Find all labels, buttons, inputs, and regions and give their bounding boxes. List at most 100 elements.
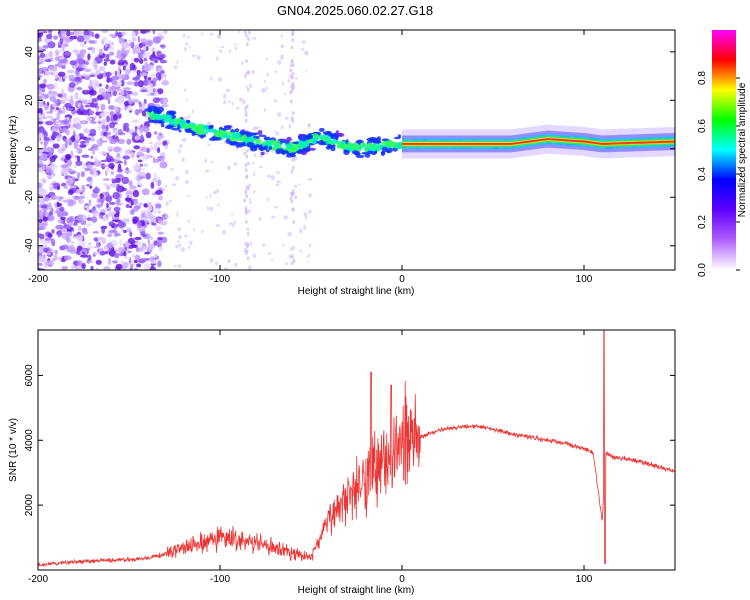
noise-speckle	[247, 265, 253, 270]
noise-speckle	[223, 267, 229, 270]
noise-speckle	[155, 67, 159, 72]
noise-speckle	[136, 246, 139, 253]
noise-speckle	[61, 182, 67, 187]
noise-speckle	[137, 247, 144, 252]
noise-speckle	[129, 205, 132, 209]
noise-speckle	[133, 259, 138, 264]
colorbar-ticks: 0.0 0.2 0.4 0.6 0.8	[697, 71, 740, 277]
noise-speckle	[233, 220, 236, 225]
x-tick-label: 0	[399, 574, 405, 585]
noise-speckle	[109, 33, 114, 37]
noise-speckle	[146, 30, 151, 33]
noise-speckle	[267, 174, 272, 178]
noise-streak	[291, 32, 294, 37]
noise-speckle	[187, 219, 190, 223]
ridge-blob	[160, 123, 165, 128]
noise-speckle	[46, 111, 51, 114]
noise-speckle	[63, 185, 68, 189]
noise-speckle	[87, 53, 91, 60]
noise-speckle	[105, 195, 113, 203]
noise-speckle	[77, 225, 82, 232]
noise-speckle	[57, 71, 66, 77]
noise-speckle	[70, 135, 76, 143]
noise-speckle	[108, 229, 113, 234]
noise-speckle	[222, 229, 226, 235]
noise-speckle	[138, 102, 142, 108]
noise-speckle	[51, 229, 55, 234]
colorbar-tick-label: 0.4	[697, 167, 708, 181]
noise-speckle	[81, 263, 86, 270]
noise-streak	[291, 254, 294, 259]
ridge-band	[402, 138, 675, 145]
noise-speckle	[113, 230, 119, 238]
noise-speckle	[118, 59, 124, 63]
noise-speckle	[58, 56, 65, 60]
noise-speckle	[51, 126, 56, 132]
noise-speckle	[68, 74, 76, 80]
noise-speckle	[265, 57, 269, 60]
noise-speckle	[223, 140, 226, 144]
noise-speckle	[109, 111, 115, 117]
noise-speckle	[51, 257, 56, 262]
noise-speckle	[59, 216, 66, 220]
noise-speckle	[59, 127, 68, 133]
noise-speckle	[96, 267, 99, 270]
noise-speckle	[275, 131, 280, 136]
noise-speckle	[175, 244, 179, 249]
noise-speckle	[38, 168, 43, 173]
noise-speckle	[132, 216, 140, 223]
ridge-blob	[225, 138, 231, 144]
ridge-blob	[367, 143, 372, 147]
noise-speckle	[47, 215, 55, 221]
noise-speckle	[56, 137, 61, 142]
noise-speckle	[96, 104, 100, 111]
noise-streak	[291, 75, 294, 80]
noise-speckle	[92, 251, 99, 255]
snr-panel: -200 -100 0 100 2000 4000 6000 Height of stra…	[8, 329, 676, 596]
noise-speckle	[111, 171, 115, 175]
noise-speckle	[136, 263, 142, 268]
noise-speckle	[139, 58, 144, 64]
noise-speckle	[137, 52, 143, 59]
noise-speckle	[94, 33, 100, 39]
noise-speckle	[53, 35, 59, 40]
noise-speckle	[95, 69, 101, 76]
noise-speckle	[106, 76, 110, 83]
ridge-blob	[179, 122, 184, 128]
noise-speckle	[60, 30, 64, 34]
noise-streak	[290, 199, 294, 204]
noise-speckle	[86, 245, 92, 249]
noise-speckle	[261, 88, 266, 93]
noise-speckle	[62, 259, 66, 263]
noise-speckle	[84, 89, 87, 93]
noise-speckle	[308, 123, 311, 128]
noise-speckle	[188, 245, 190, 249]
noise-speckle	[131, 152, 135, 158]
noise-speckle	[95, 259, 102, 265]
ridge-blob	[173, 118, 183, 122]
noise-speckle	[121, 41, 130, 49]
noise-speckle	[70, 124, 74, 131]
noise-speckle	[283, 215, 288, 220]
noise-speckle	[115, 88, 123, 92]
noise-speckle	[293, 156, 298, 161]
noise-speckle	[83, 230, 88, 235]
noise-speckle	[76, 35, 85, 43]
noise-streak	[245, 251, 248, 256]
noise-speckle	[139, 163, 143, 167]
ridge-blob	[381, 146, 388, 153]
noise-speckle	[109, 59, 116, 65]
noise-speckle	[141, 65, 145, 71]
noise-speckle	[120, 259, 124, 265]
noise-speckle	[38, 188, 48, 196]
noise-speckle	[206, 121, 211, 127]
noise-speckle	[112, 129, 119, 134]
noise-speckle	[125, 49, 130, 55]
noise-speckle	[103, 45, 109, 52]
noise-speckle	[140, 134, 144, 142]
noise-speckle	[126, 81, 135, 86]
noise-speckle	[215, 224, 220, 227]
noise-streak	[289, 90, 292, 95]
noise-speckle	[113, 105, 119, 113]
noise-speckle	[188, 45, 191, 49]
